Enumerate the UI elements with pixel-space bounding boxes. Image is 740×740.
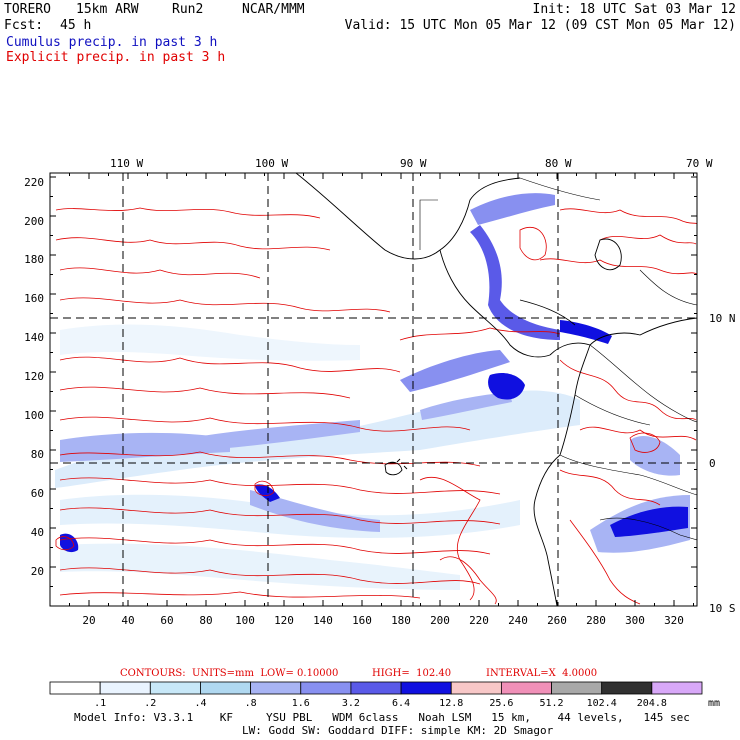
colorbar-label: 12.8 [439, 698, 463, 709]
grid-spacing: 15km ARW [76, 2, 139, 17]
org-label: NCAR/MMM [242, 2, 305, 17]
init-time: Init: 18 UTC Sat 03 Mar 12 [532, 2, 737, 17]
contour-interval: INTERVAL=X 4.0000 [486, 668, 597, 679]
x-tick-300: 300 [625, 614, 645, 627]
colorbar-label: .4 [194, 698, 206, 709]
field-explicit-title: Explicit precip. in past 3 h [6, 50, 226, 65]
axis-ticks [49, 173, 697, 607]
x-tick-200: 200 [430, 614, 450, 627]
y-tick-80: 80 [31, 448, 44, 461]
colorbar-swatch [350, 681, 402, 695]
x-tick-40: 40 [121, 614, 134, 627]
model-info: Model Info: V3.3.1 KF YSU PBL WDM 6class… [74, 711, 690, 724]
colorbar-label: .8 [245, 698, 257, 709]
colorbar-swatch [651, 681, 703, 695]
valid-time: Valid: 15 UTC Mon 05 Mar 12 (09 CST Mon … [344, 18, 736, 33]
y-tick-60: 60 [31, 487, 44, 500]
colorbar-label: 1.6 [292, 698, 310, 709]
colorbar-swatch [300, 681, 352, 695]
colorbar-swatch [601, 681, 653, 695]
physics-info: LW: Godd SW: Goddard DIFF: simple KM: 2D… [242, 724, 554, 737]
x-tick-20: 20 [82, 614, 95, 627]
x-tick-60: 60 [160, 614, 173, 627]
contour-high: HIGH= 102.40 [372, 668, 451, 679]
y-tick-120: 120 [24, 370, 44, 383]
colorbar-swatch [149, 681, 201, 695]
colorbar-swatch [551, 681, 603, 695]
x-tick-180: 180 [391, 614, 411, 627]
colorbar-label: .2 [144, 698, 156, 709]
colorbar-label: 51.2 [539, 698, 563, 709]
colorbar-label: 3.2 [342, 698, 360, 709]
cumulus-precip-bands [55, 193, 690, 590]
lat-label-10n: 10 N [709, 312, 736, 325]
map-content [50, 173, 697, 606]
x-tick-240: 240 [508, 614, 528, 627]
colorbar-swatch [200, 681, 252, 695]
colorbar-swatch [49, 681, 101, 695]
lon-label-70w: 70 W [686, 157, 713, 170]
colorbar-unit: mm [708, 698, 720, 709]
lat-label-10s: 10 S [709, 602, 736, 615]
colorbar-swatch [99, 681, 151, 695]
y-tick-220: 220 [24, 176, 44, 189]
x-tick-100: 100 [235, 614, 255, 627]
graticule [50, 173, 697, 606]
forecast-label: Fcst: [4, 18, 44, 33]
lon-label-100w: 100 W [255, 157, 288, 170]
country-borders [419, 177, 697, 541]
colorbar-label: 6.4 [392, 698, 410, 709]
x-tick-120: 120 [274, 614, 294, 627]
field-cumulus-title: Cumulus precip. in past 3 h [6, 35, 218, 50]
lon-label-110w: 110 W [110, 157, 143, 170]
y-tick-40: 40 [31, 526, 44, 539]
lat-label-0: 0 [709, 457, 716, 470]
x-tick-140: 140 [313, 614, 333, 627]
x-tick-260: 260 [547, 614, 567, 627]
x-tick-220: 220 [469, 614, 489, 627]
forecast-hour: 45 h [60, 18, 92, 33]
model-name: TORERO [4, 2, 51, 17]
explicit-precip-contours [55, 207, 697, 605]
y-tick-100: 100 [24, 409, 44, 422]
colorbar-label: 25.6 [489, 698, 513, 709]
contour-units: CONTOURS: UNITS=mm LOW= 0.10000 [120, 668, 338, 679]
colorbar-swatch [500, 681, 552, 695]
colorbar-labels: .1 .2 .4 .8 1.6 3.2 6.4 12.8 25.6 51.2 102.4 204.8 [94, 698, 667, 709]
colorbar-label: .1 [94, 698, 106, 709]
colorbar-swatch [450, 681, 502, 695]
y-tick-140: 140 [24, 331, 44, 344]
y-tick-200: 200 [24, 215, 44, 228]
colorbar-swatch [400, 681, 452, 695]
x-tick-320: 320 [664, 614, 684, 627]
lon-label-80w: 80 W [545, 157, 572, 170]
lon-label-90w: 90 W [400, 157, 427, 170]
y-tick-160: 160 [24, 292, 44, 305]
x-tick-160: 160 [352, 614, 372, 627]
y-tick-20: 20 [31, 565, 44, 578]
colorbar [49, 681, 703, 695]
run-label: Run2 [172, 2, 204, 17]
x-tick-80: 80 [199, 614, 212, 627]
colorbar-label: 102.4 [587, 698, 617, 709]
y-tick-180: 180 [24, 253, 44, 266]
plot-frame [49, 172, 698, 607]
colorbar-swatch [250, 681, 302, 695]
x-tick-280: 280 [586, 614, 606, 627]
colorbar-label: 204.8 [637, 698, 667, 709]
